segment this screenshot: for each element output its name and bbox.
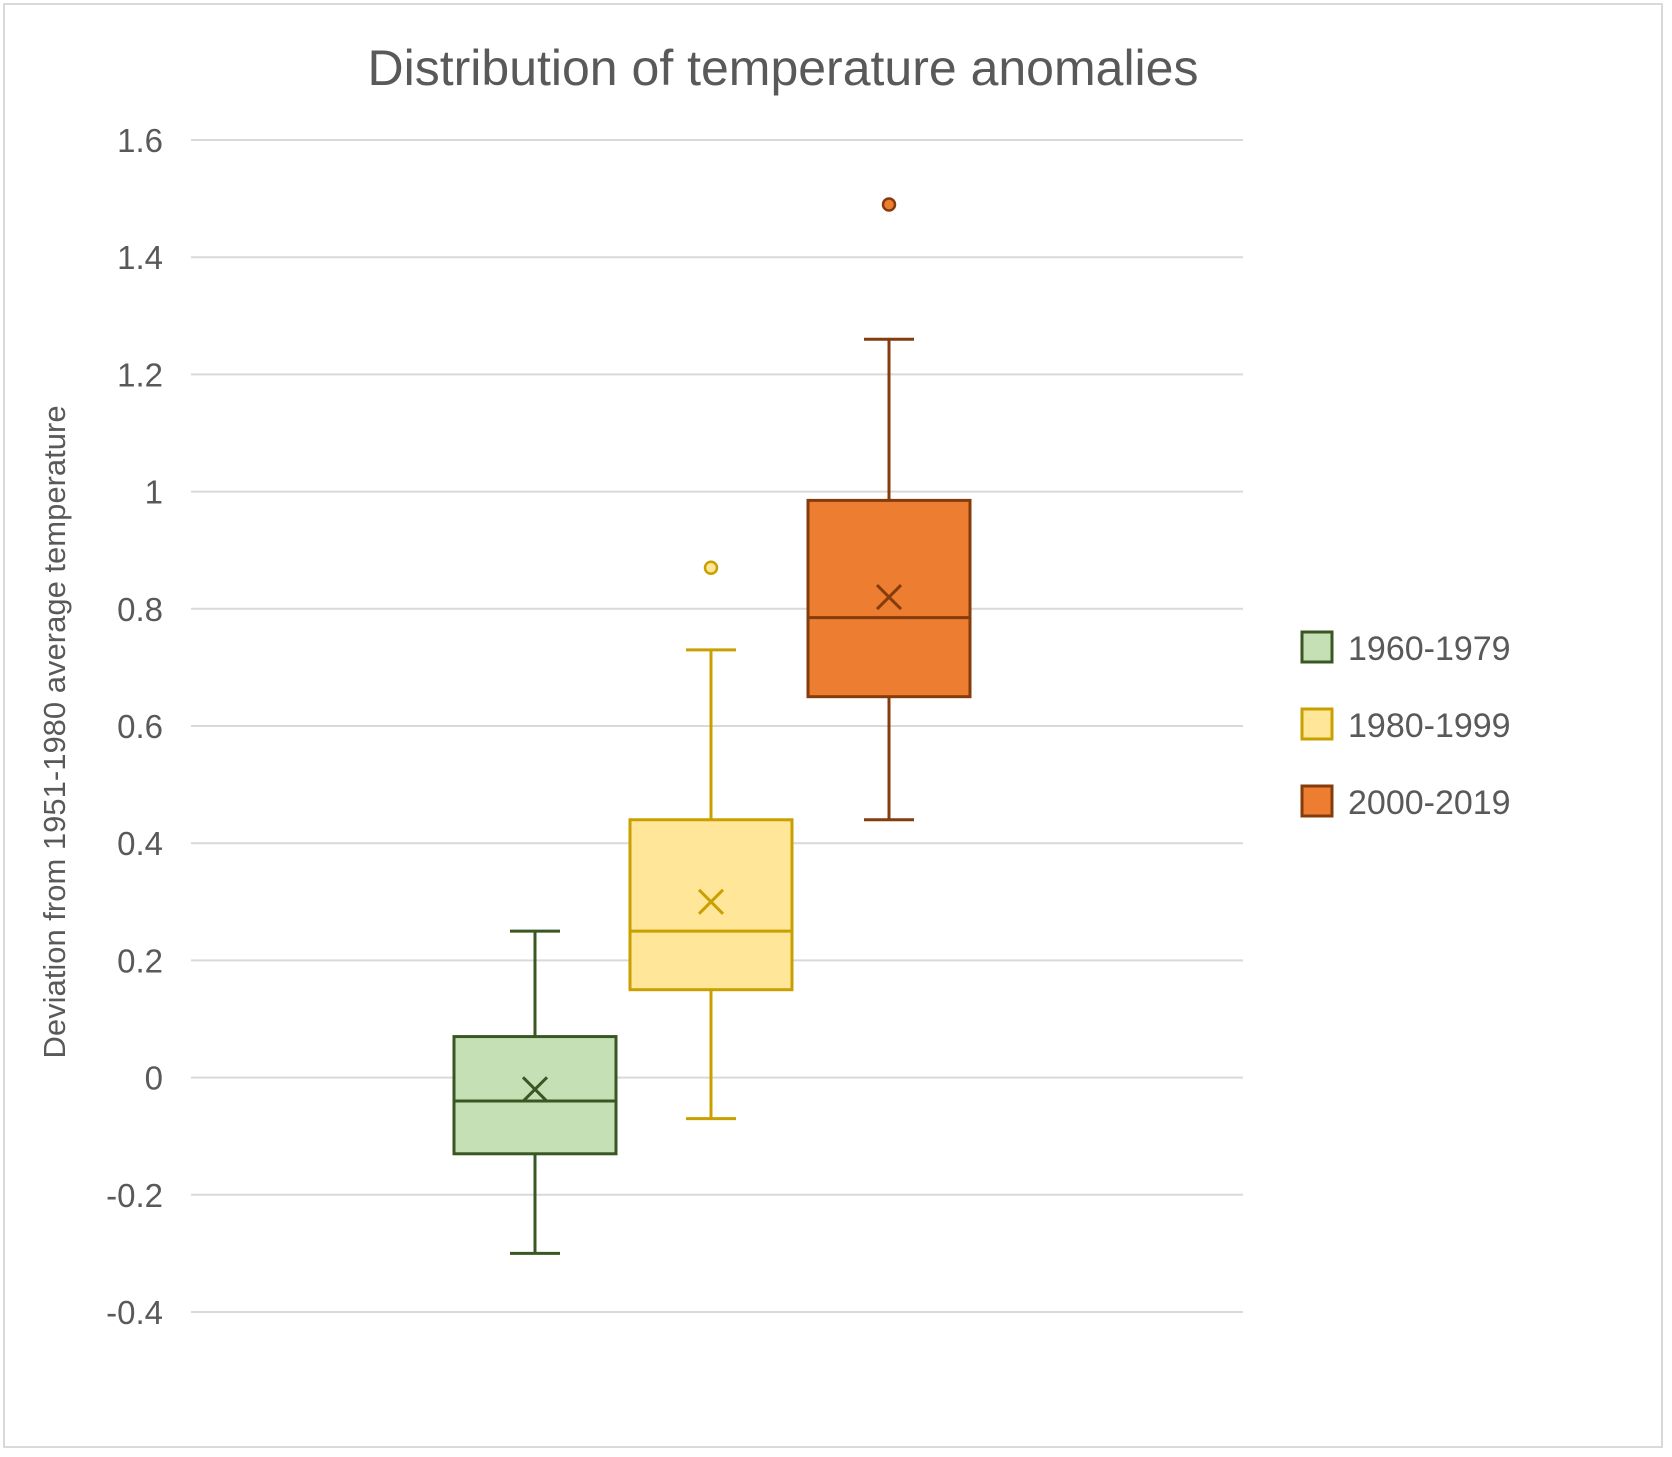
legend-item: 1960-1979 [1300, 630, 1511, 668]
y-tick-label: -0.2 [106, 1177, 163, 1214]
chart-frame: Distribution of temperature anomalies De… [3, 3, 1663, 1448]
legend-swatch [1300, 630, 1334, 664]
legend-swatch [1300, 707, 1334, 741]
box-iqr [452, 1035, 618, 1156]
legend-swatch [1300, 784, 1334, 818]
y-tick-label: 0.6 [117, 708, 163, 745]
box-series [452, 197, 972, 1255]
y-tick-label: 1.4 [117, 239, 163, 276]
y-axis-title: Deviation from 1951-1980 average tempera… [37, 405, 72, 1058]
outlier-point [881, 197, 897, 212]
y-tick-label: 1.6 [117, 122, 163, 159]
chart-title: Distribution of temperature anomalies [368, 40, 1199, 96]
box-iqr [628, 818, 794, 992]
legend-label: 2000-2019 [1348, 784, 1511, 822]
y-axis-ticks: -0.4 -0.2 0 0.2 0.4 0.6 0.8 1 1.2 1.4 1.6 [106, 122, 163, 1331]
y-tick-label: 0.8 [117, 591, 163, 628]
legend-label: 1960-1979 [1348, 630, 1511, 668]
y-tick-label: -0.4 [106, 1294, 163, 1331]
gridlines [191, 139, 1243, 1313]
legend-label: 1980-1999 [1348, 707, 1511, 745]
mean-marker [875, 584, 903, 611]
outlier-point [703, 560, 719, 576]
box-plot-chart: Distribution of temperature anomalies De… [37, 40, 1511, 1331]
mean-marker [697, 888, 725, 915]
legend-item: 1980-1999 [1300, 707, 1511, 745]
y-tick-label: 1.2 [117, 356, 163, 393]
mean-marker [521, 1076, 549, 1103]
legend: 1960-1979 1980-1999 2000-2019 [1300, 630, 1511, 822]
y-tick-label: 0.4 [117, 825, 163, 862]
y-tick-label: 1 [145, 474, 163, 511]
box-1960-1979 [452, 929, 618, 1255]
y-tick-label: 0 [145, 1060, 163, 1097]
box-1980-1999 [628, 560, 794, 1121]
y-tick-label: 0.2 [117, 942, 163, 979]
box-2000-2019 [806, 197, 972, 822]
legend-item: 2000-2019 [1300, 784, 1511, 822]
